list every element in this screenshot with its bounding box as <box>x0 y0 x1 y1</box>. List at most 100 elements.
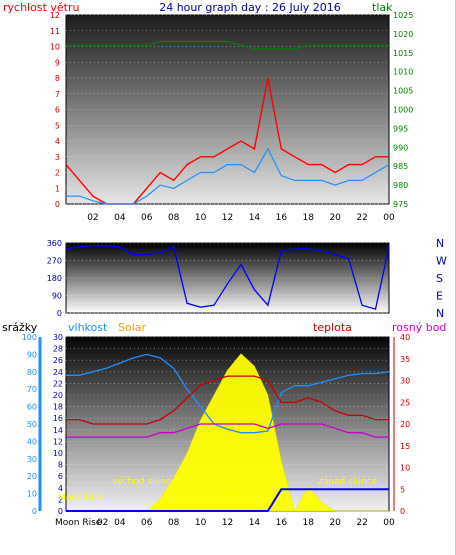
time-tick-label: 00 <box>383 518 395 528</box>
humidity-axis-title: vlhkost <box>68 321 108 334</box>
rain-tick-label: 60 <box>27 403 37 412</box>
time-tick-label: 06 <box>141 213 153 223</box>
wind-speed-tick-label: 4 <box>55 137 60 146</box>
rain-tick-label: 70 <box>27 385 37 394</box>
pressure-tick-label: 975 <box>393 200 408 209</box>
time-tick-label: 10 <box>195 518 207 528</box>
time-tick-label: 18 <box>303 213 315 223</box>
compass-label: S <box>436 272 443 285</box>
rain-tick-label: 80 <box>27 368 37 377</box>
pressure-tick-label: 1020 <box>393 30 413 39</box>
time-tick-label: 02 <box>87 213 98 223</box>
temperature-tick-label: 30 <box>400 377 410 386</box>
humidity-solar-tick-label: 16 <box>53 414 63 423</box>
humidity-solar-tick-label: 18 <box>53 403 63 412</box>
wind-speed-tick-label: 0 <box>55 200 60 209</box>
moonrise-annotation: Moon Rise <box>58 493 105 503</box>
humidity-solar-tick-label: 14 <box>53 426 63 435</box>
temperature-axis: 0 5 10 15 20 25 30 35 40 <box>393 333 410 516</box>
compass-label: W <box>436 255 447 268</box>
wind-speed-tick-label: 2 <box>55 169 60 178</box>
climate-series <box>66 353 390 512</box>
direction-tick-label: 180 <box>47 274 62 283</box>
humidity-solar-tick-label: 20 <box>53 391 63 400</box>
wind-speed-tick-label: 10 <box>50 43 60 52</box>
wind-speed-tick-label: 7 <box>55 90 60 99</box>
wind-series <box>65 40 390 205</box>
direction-degrees-axis: 0 90 180 270 360 <box>47 239 62 318</box>
temperature-axis-title: teplota <box>313 321 352 334</box>
humidity-solar-tick-label: 10 <box>53 449 63 458</box>
compass-label: N <box>436 307 444 320</box>
direction-tick-label: 90 <box>52 292 62 301</box>
wind-speed-tick-label: 6 <box>55 106 60 115</box>
time-tick-label: 14 <box>249 213 261 223</box>
pressure-tick-label: 1010 <box>393 68 413 77</box>
compass-label: E <box>436 290 443 303</box>
pressure-axis: 975 980 985 990 995 1000 1005 1010 1015 1020 1025 <box>393 11 413 209</box>
rain-axis-title: srážky <box>2 321 38 334</box>
humidity-solar-tick-label: 6 <box>58 472 63 481</box>
time-axis-top: 02 04 06 08 10 12 14 16 18 20 22 00 <box>87 213 395 223</box>
time-tick-label: 02 <box>97 518 108 528</box>
rain-axis: 0 10 20 30 40 50 60 70 80 90 100 <box>22 333 42 516</box>
temperature-tick-label: 20 <box>400 420 410 429</box>
time-tick-label: 14 <box>249 518 261 528</box>
compass-label: N <box>436 237 444 250</box>
pressure-tick-label: 980 <box>393 181 408 190</box>
temperature-tick-label: 5 <box>400 485 405 494</box>
pressure-tick-label: 1000 <box>393 106 413 115</box>
chart-title: 24 hour graph day : 26 July 2016 <box>159 1 341 14</box>
rain-tick-label: 100 <box>22 333 37 342</box>
time-tick-label: 08 <box>168 213 180 223</box>
time-tick-label: 00 <box>383 213 395 223</box>
pressure-tick-label: 1015 <box>393 49 413 58</box>
humidity-solar-tick-label: 30 <box>53 333 63 342</box>
sunrise-annotation: východ slunce <box>112 477 177 487</box>
time-tick-label: 10 <box>195 213 207 223</box>
temperature-tick-label: 40 <box>400 333 410 342</box>
pressure-axis-title: tlak <box>372 1 393 14</box>
humidity-solar-tick-label: 24 <box>53 368 63 377</box>
dewpoint-axis-title: rosný bod <box>392 321 446 334</box>
pressure-line <box>66 40 389 50</box>
rain-tick-label: 40 <box>27 437 37 446</box>
time-tick-label: 20 <box>329 213 341 223</box>
humidity-solar-tick-label: 0 <box>58 507 63 516</box>
wind-speed-tick-label: 8 <box>55 74 60 83</box>
temperature-tick-label: 0 <box>400 507 405 516</box>
pressure-tick-label: 990 <box>393 143 408 152</box>
time-tick-label: 12 <box>222 518 233 528</box>
temperature-line <box>66 375 389 425</box>
time-tick-label: 04 <box>114 213 126 223</box>
wind-speed-axis-title: rychlost větru <box>3 1 79 14</box>
rain-tick-label: 90 <box>27 350 37 359</box>
time-axis-bottom: 04 06 08 10 12 14 16 18 20 22 00 02 <box>97 518 395 528</box>
humidity-solar-tick-label: 4 <box>58 484 63 493</box>
rain-tick-label: 50 <box>27 420 37 429</box>
temperature-tick-label: 10 <box>400 464 410 473</box>
pressure-tick-label: 985 <box>393 162 408 171</box>
time-tick-label: 12 <box>222 213 233 223</box>
humidity-solar-tick-label: 22 <box>53 379 63 388</box>
time-tick-label: 06 <box>141 518 153 528</box>
time-tick-label: 04 <box>114 518 126 528</box>
pressure-tick-label: 1025 <box>393 11 413 20</box>
temperature-tick-label: 15 <box>400 442 410 451</box>
rain-tick-label: 30 <box>27 455 37 464</box>
pressure-tick-label: 995 <box>393 124 408 133</box>
direction-tick-label: 270 <box>47 257 62 266</box>
time-tick-label: 16 <box>276 213 288 223</box>
wind-speed-tick-label: 9 <box>55 58 60 67</box>
wind-speed-tick-label: 3 <box>55 153 60 162</box>
humidity-solar-tick-label: 2 <box>58 495 63 504</box>
time-tick-label: 20 <box>329 518 341 528</box>
moonrise-axis-label: Moon Rise <box>55 518 102 528</box>
time-tick-label: 18 <box>303 518 315 528</box>
time-tick-label: 22 <box>356 213 367 223</box>
